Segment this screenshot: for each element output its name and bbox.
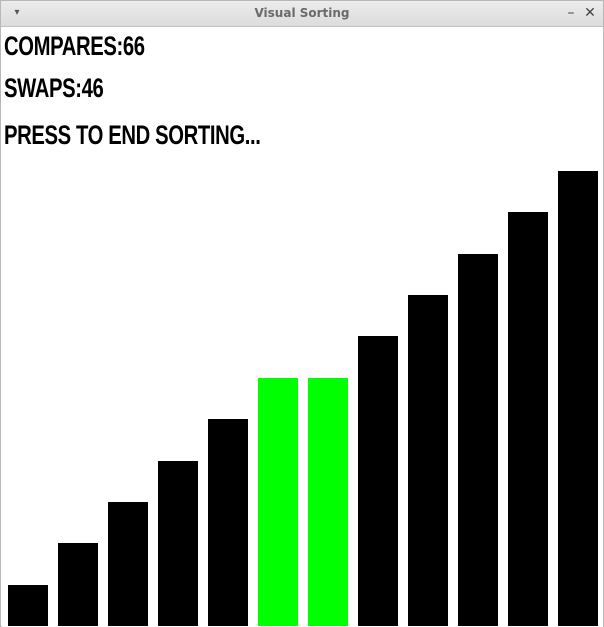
window-title: Visual Sorting [254, 6, 350, 20]
bar [458, 254, 498, 626]
bar [8, 585, 48, 626]
bar [58, 543, 98, 626]
bar-active [308, 378, 348, 626]
minimize-icon[interactable]: – [567, 5, 575, 21]
bar [108, 502, 148, 626]
bar [208, 419, 248, 626]
title-bar[interactable]: ▾ Visual Sorting – ✕ [1, 1, 603, 27]
sorting-canvas[interactable]: COMPARES:66 SWAPS:46 PRESS TO END SORTIN… [2, 28, 603, 627]
bar [358, 336, 398, 626]
bar [408, 295, 448, 626]
bar [558, 171, 598, 626]
bar-active [258, 378, 298, 626]
chevron-down-icon[interactable]: ▾ [14, 7, 20, 18]
swaps-counter: SWAPS:46 [4, 73, 104, 103]
close-icon[interactable]: ✕ [584, 5, 596, 21]
compares-counter: COMPARES:66 [4, 31, 145, 61]
bar [158, 461, 198, 626]
bar [508, 212, 548, 626]
sorting-bars [8, 171, 598, 626]
end-sorting-prompt: PRESS TO END SORTING... [4, 120, 261, 150]
